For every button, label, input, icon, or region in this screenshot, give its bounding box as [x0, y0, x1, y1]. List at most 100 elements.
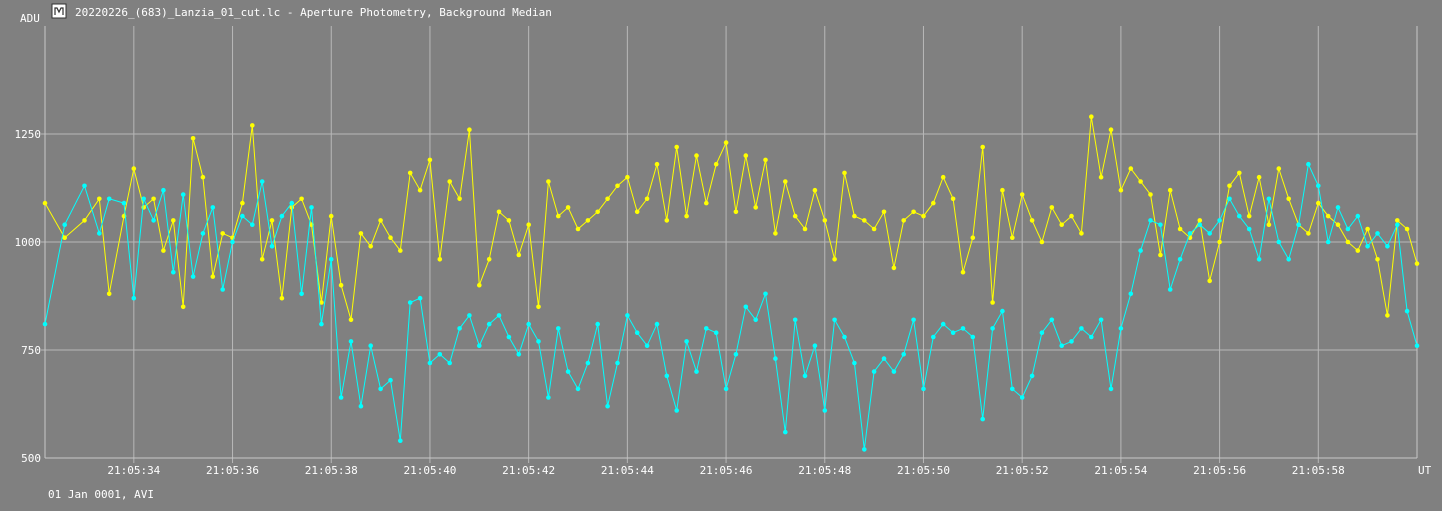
- data-point: [1256, 257, 1262, 262]
- data-point: [1355, 213, 1361, 219]
- data-point: [605, 403, 610, 409]
- data-point: [1010, 386, 1015, 392]
- data-point: [1276, 239, 1282, 245]
- data-point: [822, 218, 828, 223]
- data-point: [852, 213, 857, 219]
- data-point: [348, 339, 354, 344]
- data-point: [151, 196, 156, 202]
- data-point: [733, 209, 739, 215]
- data-point: [1306, 231, 1311, 236]
- data-point: [1158, 222, 1163, 227]
- tick-labels: 21:05:34 21:05:36 21:05:38 21:05:40 21:05:42…: [15, 128, 1345, 477]
- data-point: [911, 209, 916, 215]
- data-point: [477, 343, 482, 349]
- data-point: [783, 429, 788, 435]
- data-point: [1246, 213, 1252, 219]
- data-point: [733, 352, 739, 357]
- data-point: [1276, 166, 1282, 171]
- data-point: [546, 179, 551, 184]
- data-point: [862, 218, 867, 223]
- data-point: [378, 386, 383, 392]
- data-point: [1118, 187, 1124, 193]
- data-point: [1316, 183, 1321, 189]
- data-point: [1266, 222, 1272, 227]
- data-point: [773, 356, 778, 361]
- data-point: [161, 248, 166, 253]
- data-point: [496, 313, 502, 318]
- data-point: [1316, 200, 1321, 206]
- data-point: [634, 330, 640, 336]
- data-point: [674, 408, 679, 413]
- data-point: [980, 416, 985, 422]
- data-point: [1069, 339, 1074, 344]
- x-tick-label: 21:05:46: [700, 464, 753, 477]
- data-point: [1375, 257, 1380, 262]
- data-point: [477, 282, 482, 288]
- data-point: [141, 205, 146, 210]
- data-point: [802, 373, 808, 379]
- series-line: [44, 116, 1418, 320]
- data-point: [832, 317, 837, 323]
- data-point: [852, 360, 857, 366]
- data-point: [1207, 231, 1212, 236]
- data-point: [269, 244, 275, 249]
- data-point: [516, 352, 522, 357]
- data-point: [1059, 343, 1064, 349]
- data-point: [486, 321, 492, 327]
- data-point: [407, 300, 413, 305]
- data-point: [279, 213, 285, 219]
- data-point: [575, 226, 581, 232]
- data-point: [1365, 244, 1370, 249]
- data-point: [279, 295, 285, 301]
- data-point: [259, 179, 265, 184]
- y-tick-label: 750: [21, 344, 41, 357]
- data-point: [210, 205, 216, 210]
- data-point: [1069, 213, 1074, 219]
- data-point: [644, 196, 650, 202]
- data-point: [388, 235, 393, 240]
- data-point: [269, 218, 275, 223]
- data-point: [486, 257, 492, 262]
- data-point: [131, 166, 137, 171]
- data-point: [694, 153, 699, 158]
- data-point: [536, 339, 541, 344]
- data-point: [1227, 183, 1232, 189]
- data-point: [190, 274, 196, 279]
- data-point: [565, 205, 571, 210]
- data-point: [240, 200, 245, 206]
- data-point: [398, 248, 403, 253]
- data-point: [931, 334, 936, 340]
- data-point: [644, 343, 650, 349]
- data-point: [1395, 218, 1400, 223]
- data-point: [1296, 222, 1301, 227]
- data-point: [546, 395, 551, 400]
- data-point: [1306, 161, 1311, 167]
- data-point: [704, 200, 709, 206]
- data-point: [871, 226, 877, 232]
- x-tick-label: 21:05:40: [403, 464, 456, 477]
- data-point: [457, 196, 462, 202]
- data-point: [62, 235, 67, 240]
- x-tick-label: 21:05:54: [1094, 464, 1147, 477]
- data-point: [1286, 196, 1291, 202]
- x-tick-label: 21:05:42: [502, 464, 555, 477]
- data-point: [1256, 174, 1262, 180]
- data-point: [1108, 127, 1114, 132]
- x-axis-label: UT: [1418, 464, 1432, 477]
- data-point: [427, 360, 433, 366]
- data-point: [684, 339, 689, 344]
- data-point: [990, 300, 995, 305]
- data-point: [1197, 222, 1203, 227]
- data-point: [1237, 213, 1242, 219]
- data-point: [842, 334, 847, 340]
- data-point: [615, 183, 620, 189]
- data-point: [960, 326, 966, 331]
- data-point: [654, 161, 660, 167]
- data-point: [220, 287, 225, 292]
- data-point: [1266, 196, 1272, 202]
- data-point: [496, 209, 502, 215]
- data-point: [1375, 231, 1380, 236]
- data-point: [82, 183, 87, 189]
- data-point: [1039, 330, 1045, 336]
- data-point: [950, 196, 956, 202]
